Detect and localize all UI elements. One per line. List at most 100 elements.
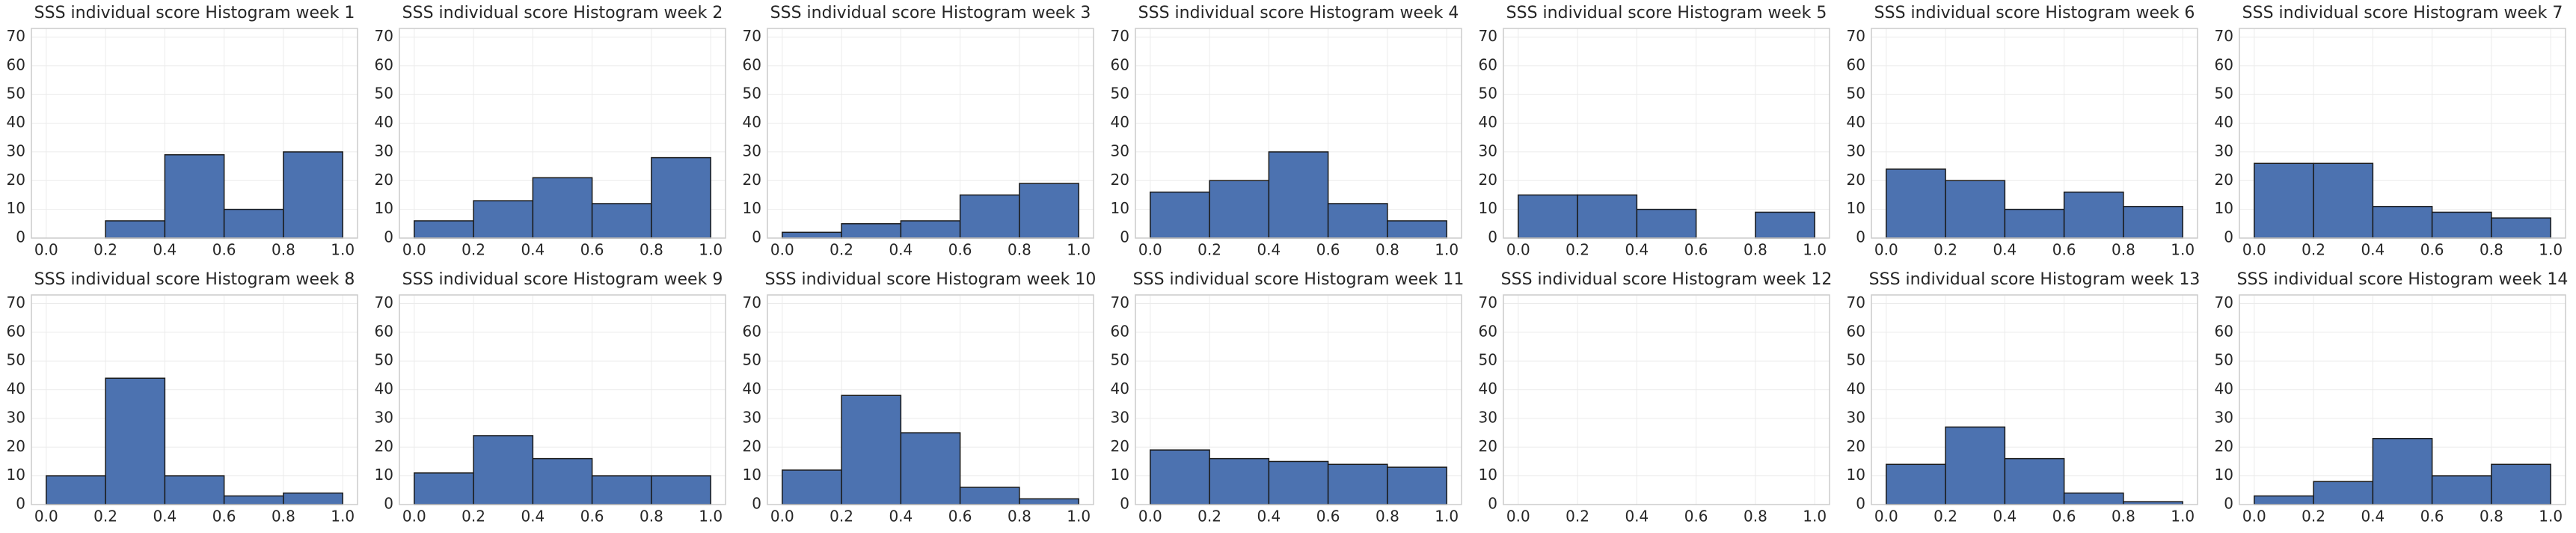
chart-title: SSS individual score Histogram week 11 [1133, 270, 1465, 289]
histogram-bar [532, 177, 593, 239]
histogram-bar [2063, 492, 2124, 505]
histogram-bar [1327, 463, 1388, 505]
histogram-bar [1945, 426, 2006, 505]
x-tick-label: 0.0 [1506, 241, 1530, 259]
x-tick-label: 0.0 [1874, 241, 1898, 259]
x-tick-label: 0.2 [1197, 241, 1221, 259]
x-tick-label: 0.6 [1684, 241, 1708, 259]
histogram-bar [2431, 475, 2492, 505]
plot-frame [1503, 294, 1830, 505]
y-tick-label: 0 [1488, 495, 1497, 513]
y-tick-label: 20 [7, 171, 25, 189]
x-tick-label: 0.2 [829, 508, 853, 526]
x-tick-label: 0.6 [1316, 241, 1340, 259]
y-tick-label: 60 [743, 55, 761, 73]
x-tick-label: 0.8 [2112, 241, 2135, 259]
histogram-bar [959, 194, 1020, 239]
y-tick-label: 40 [1111, 380, 1129, 398]
chart-title: SSS individual score Histogram week 13 [1869, 270, 2201, 289]
y-tick-label: 30 [1847, 141, 1865, 159]
y-tick-label: 60 [2215, 55, 2233, 73]
histogram-bar [164, 475, 225, 505]
y-tick-label: 60 [375, 55, 393, 73]
histogram-bar [1387, 220, 1447, 239]
histogram-bar [414, 472, 474, 505]
histogram-bar [959, 487, 1020, 505]
y-tick-label: 50 [7, 351, 25, 369]
x-tick-label: 0.2 [1933, 241, 1957, 259]
y-tick-label: 40 [7, 380, 25, 398]
y-tick-label: 20 [1479, 437, 1497, 455]
y-tick-label: 10 [375, 466, 393, 484]
plot-frame [767, 28, 1094, 239]
plot-frame [31, 294, 358, 505]
histogram-bar [223, 495, 284, 505]
y-tick-label: 40 [375, 380, 393, 398]
x-tick-label: 1.0 [699, 241, 723, 259]
y-tick-label: 50 [7, 85, 25, 103]
y-tick-label: 0 [1856, 228, 1865, 246]
x-tick-label: 0.2 [93, 241, 117, 259]
y-tick-label: 30 [743, 141, 761, 159]
histogram-bar [2004, 457, 2065, 505]
x-tick-label: 1.0 [1067, 508, 1091, 526]
y-tick-label: 70 [743, 293, 761, 311]
histogram-bar [1886, 168, 1946, 239]
y-tick-label: 70 [375, 27, 393, 45]
x-tick-label: 0.8 [272, 508, 295, 526]
chart-title: SSS individual score Histogram week 3 [770, 4, 1091, 22]
y-tick-label: 10 [2215, 199, 2233, 217]
chart-title: SSS individual score Histogram week 2 [402, 4, 723, 22]
y-tick-label: 50 [1479, 351, 1497, 369]
chart-title: SSS individual score Histogram week 8 [34, 270, 355, 289]
y-tick-label: 40 [1479, 113, 1497, 131]
y-tick-label: 10 [1111, 466, 1129, 484]
x-tick-label: 0.6 [212, 508, 236, 526]
x-tick-label: 0.8 [1376, 241, 1399, 259]
y-tick-label: 20 [2215, 171, 2233, 189]
histogram-bar [651, 156, 711, 239]
histogram-bar [651, 475, 711, 505]
histogram-bar [1636, 208, 1697, 239]
x-tick-label: 0.8 [1744, 508, 1767, 526]
y-tick-label: 0 [2224, 495, 2233, 513]
x-tick-label: 1.0 [1067, 241, 1091, 259]
x-tick-label: 0.0 [402, 241, 426, 259]
x-tick-label: 0.8 [640, 241, 663, 259]
y-tick-label: 20 [743, 437, 761, 455]
x-tick-label: 0.8 [1376, 508, 1399, 526]
y-tick-label: 40 [1847, 380, 1865, 398]
x-tick-label: 0.8 [1744, 241, 1767, 259]
y-tick-label: 50 [375, 351, 393, 369]
y-tick-label: 10 [7, 199, 25, 217]
y-tick-label: 0 [384, 495, 393, 513]
y-tick-label: 60 [375, 322, 393, 340]
y-tick-label: 0 [16, 495, 25, 513]
y-tick-label: 50 [1111, 351, 1129, 369]
histogram-bar [2004, 208, 2065, 239]
y-tick-label: 70 [1847, 27, 1865, 45]
y-tick-label: 10 [375, 199, 393, 217]
chart-title: SSS individual score Histogram week 6 [1874, 4, 2195, 22]
histogram-bar [591, 475, 652, 505]
x-tick-label: 0.4 [1257, 241, 1281, 259]
y-tick-label: 40 [1111, 113, 1129, 131]
chart-title: SSS individual score Histogram week 9 [402, 270, 723, 289]
y-tick-label: 20 [2215, 437, 2233, 455]
y-tick-label: 50 [743, 85, 761, 103]
x-tick-label: 0.2 [1565, 508, 1589, 526]
histogram-bar [900, 220, 961, 239]
x-tick-label: 0.8 [1008, 508, 1031, 526]
y-tick-label: 20 [1847, 171, 1865, 189]
histogram-bar [2372, 206, 2433, 239]
y-tick-label: 60 [743, 322, 761, 340]
y-tick-label: 0 [1120, 495, 1129, 513]
histogram-bar [1518, 194, 1578, 239]
y-tick-label: 30 [7, 141, 25, 159]
y-tick-label: 20 [1847, 437, 1865, 455]
x-tick-label: 0.2 [461, 508, 485, 526]
x-tick-label: 0.2 [461, 241, 485, 259]
x-tick-label: 0.6 [948, 241, 972, 259]
y-tick-label: 20 [743, 171, 761, 189]
y-tick-label: 60 [1479, 322, 1497, 340]
